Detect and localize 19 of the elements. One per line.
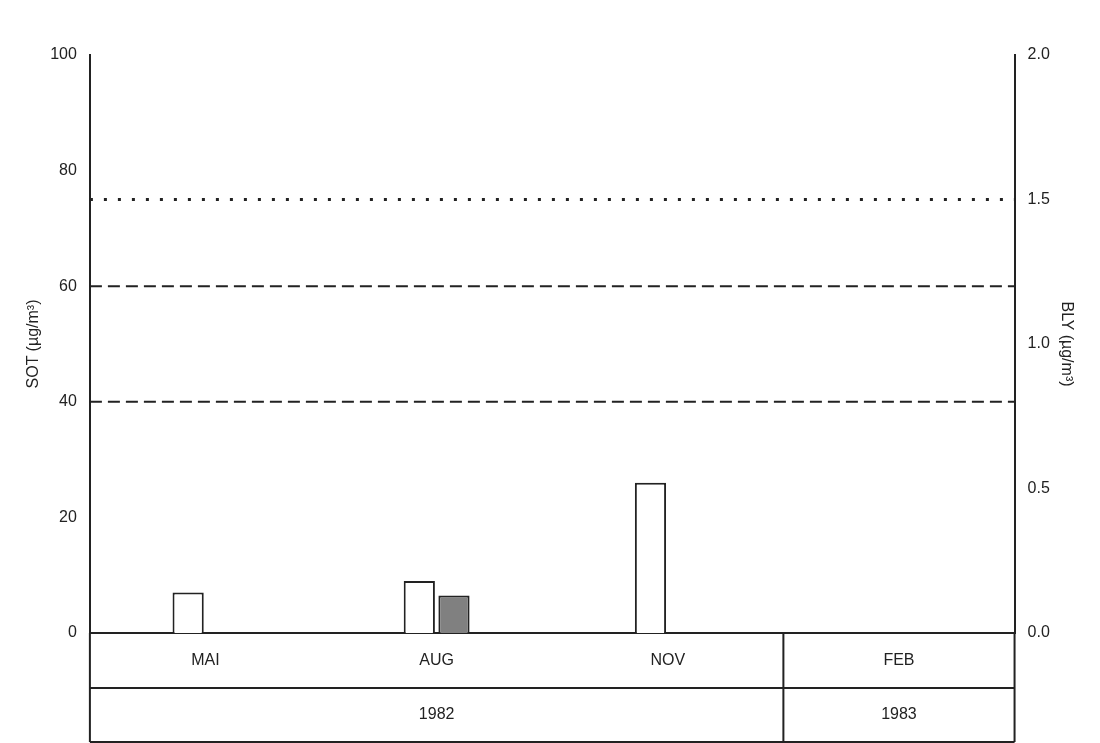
- y-tick-label: 0: [67, 623, 77, 641]
- y2-tick-label: 0.5: [1027, 478, 1050, 496]
- y2-tick-label: 1.5: [1027, 189, 1050, 207]
- y2-axis-title: BLY (µg/m³): [1058, 301, 1076, 387]
- text: 1983: [881, 705, 917, 723]
- y-tick-label: 100: [50, 45, 77, 63]
- text: 1982: [418, 705, 455, 723]
- x-tick-label: AUG: [419, 651, 454, 669]
- y-tick-label: 20: [59, 507, 77, 525]
- y2-tick-label: 0.0: [1027, 623, 1050, 641]
- y-tick-label: 80: [59, 161, 77, 179]
- x-tick-label: MAI: [191, 651, 220, 669]
- y-tick-label: 60: [59, 276, 77, 294]
- y-tick-label: 40: [59, 392, 77, 410]
- y2-tick-label: 1.0: [1027, 334, 1050, 352]
- x-tick-label: FEB: [883, 651, 915, 669]
- x-tick-label: NOV: [650, 651, 686, 669]
- y2-tick-label: 2.0: [1027, 45, 1050, 63]
- y-axis-title: SOT (µg/m³): [24, 299, 42, 389]
